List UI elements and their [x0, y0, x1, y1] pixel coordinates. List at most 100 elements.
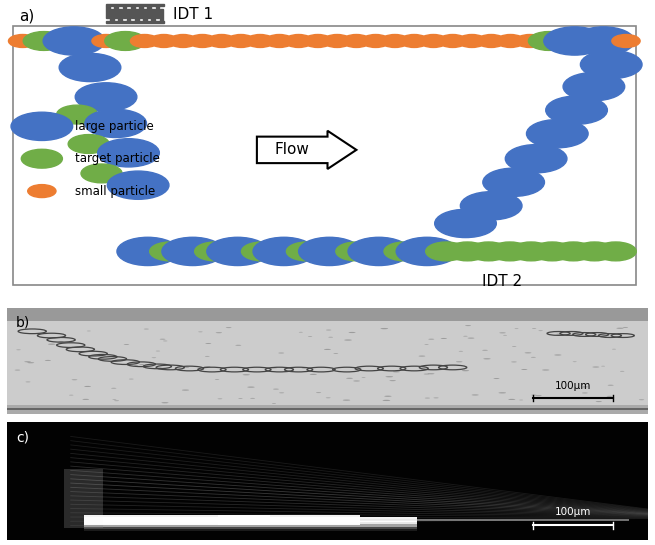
- Circle shape: [553, 242, 594, 261]
- Circle shape: [84, 386, 91, 387]
- Circle shape: [26, 382, 31, 383]
- Circle shape: [383, 400, 390, 401]
- Circle shape: [144, 329, 149, 330]
- Circle shape: [284, 34, 312, 47]
- Circle shape: [525, 352, 531, 353]
- Circle shape: [593, 366, 599, 367]
- Circle shape: [608, 385, 614, 386]
- Circle shape: [607, 396, 612, 397]
- Circle shape: [271, 367, 277, 368]
- Bar: [84, 519, 417, 524]
- Circle shape: [538, 330, 543, 331]
- Circle shape: [386, 376, 393, 377]
- Circle shape: [188, 34, 216, 47]
- Circle shape: [477, 34, 505, 47]
- Circle shape: [472, 395, 479, 396]
- Circle shape: [24, 361, 31, 362]
- Circle shape: [28, 362, 34, 364]
- Bar: [13, 26, 635, 285]
- Circle shape: [253, 237, 314, 265]
- Circle shape: [419, 355, 425, 356]
- Circle shape: [529, 32, 569, 50]
- Circle shape: [362, 34, 390, 47]
- Bar: [151, 9, 155, 21]
- Bar: [452, 264, 456, 292]
- Circle shape: [182, 390, 189, 391]
- Circle shape: [447, 242, 488, 261]
- Circle shape: [58, 341, 64, 342]
- Circle shape: [69, 395, 73, 396]
- Bar: [432, 272, 436, 298]
- Circle shape: [489, 242, 531, 261]
- Circle shape: [16, 349, 21, 350]
- Circle shape: [381, 328, 388, 329]
- Circle shape: [9, 34, 37, 47]
- Circle shape: [505, 144, 567, 173]
- Bar: [114, 6, 118, 19]
- Circle shape: [333, 353, 338, 354]
- Circle shape: [111, 388, 117, 389]
- Circle shape: [582, 392, 588, 393]
- Circle shape: [215, 332, 222, 333]
- Circle shape: [22, 149, 62, 168]
- Circle shape: [542, 370, 550, 371]
- Circle shape: [207, 237, 269, 265]
- Circle shape: [160, 338, 166, 340]
- Circle shape: [124, 344, 129, 345]
- Circle shape: [465, 325, 471, 326]
- Circle shape: [424, 373, 429, 374]
- Circle shape: [527, 119, 588, 148]
- Circle shape: [572, 361, 576, 362]
- Bar: [84, 526, 417, 531]
- Bar: [126, 9, 130, 21]
- Circle shape: [198, 331, 202, 332]
- Circle shape: [92, 34, 120, 47]
- Circle shape: [323, 34, 351, 47]
- Circle shape: [508, 399, 515, 400]
- Circle shape: [310, 374, 317, 375]
- Circle shape: [68, 135, 109, 153]
- Circle shape: [246, 34, 274, 47]
- Circle shape: [493, 378, 500, 379]
- Circle shape: [483, 358, 491, 359]
- Circle shape: [384, 242, 425, 261]
- Circle shape: [482, 350, 488, 351]
- Circle shape: [98, 138, 159, 167]
- Bar: [106, 4, 164, 6]
- Bar: [7, 319, 648, 407]
- Circle shape: [503, 335, 507, 336]
- Circle shape: [511, 361, 517, 362]
- FancyArrow shape: [257, 131, 356, 169]
- Circle shape: [468, 337, 474, 338]
- Circle shape: [242, 374, 250, 376]
- Circle shape: [75, 83, 137, 111]
- Bar: [110, 9, 114, 21]
- Circle shape: [169, 34, 197, 47]
- Circle shape: [278, 353, 284, 354]
- Circle shape: [580, 50, 642, 78]
- Bar: [411, 298, 469, 302]
- Circle shape: [546, 96, 607, 124]
- Circle shape: [390, 380, 396, 381]
- Circle shape: [85, 109, 147, 137]
- Circle shape: [71, 379, 77, 380]
- Circle shape: [639, 399, 645, 400]
- Circle shape: [343, 34, 371, 47]
- Circle shape: [353, 380, 360, 381]
- Circle shape: [316, 392, 321, 393]
- Circle shape: [28, 185, 56, 197]
- Text: large particle: large particle: [75, 120, 154, 133]
- Circle shape: [208, 34, 236, 47]
- Circle shape: [150, 242, 191, 261]
- Bar: [131, 6, 134, 19]
- Circle shape: [273, 389, 279, 390]
- Bar: [160, 9, 163, 21]
- Circle shape: [535, 395, 542, 396]
- Circle shape: [250, 398, 255, 399]
- Circle shape: [510, 242, 552, 261]
- Circle shape: [424, 344, 428, 345]
- Circle shape: [204, 366, 210, 367]
- Circle shape: [140, 364, 145, 365]
- Circle shape: [499, 332, 506, 334]
- Circle shape: [11, 112, 73, 141]
